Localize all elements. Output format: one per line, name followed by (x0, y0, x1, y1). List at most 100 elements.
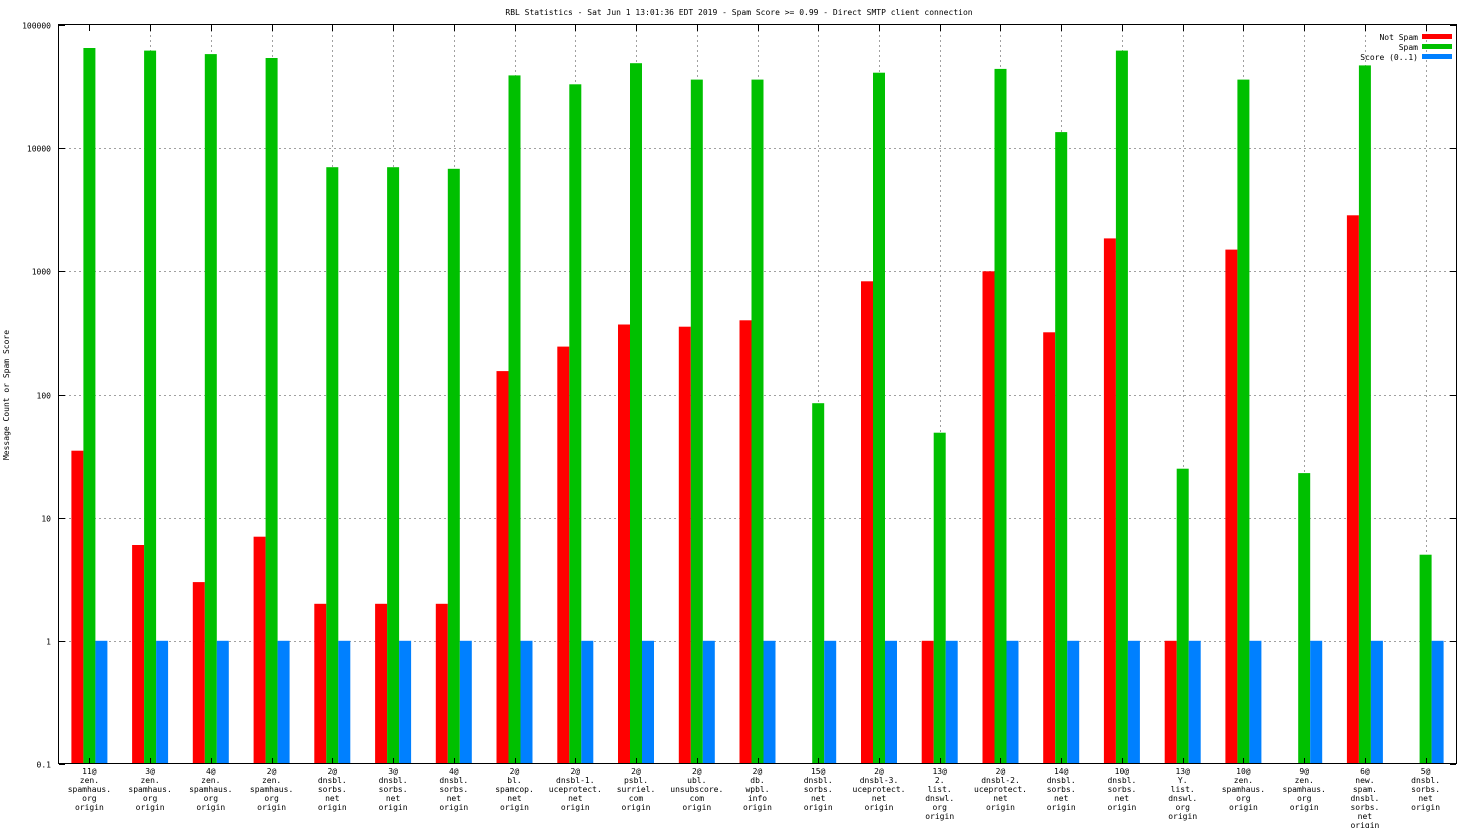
legend-swatch (1422, 54, 1452, 59)
bar-score-0-1 (763, 640, 776, 764)
bar-spam (204, 54, 217, 765)
x-tick-label-line: dnsbl. (1411, 776, 1440, 785)
x-tick-label-line: 10@ (1236, 767, 1251, 776)
bar-not-spam (1225, 249, 1238, 765)
x-tick-label-line: dnsbl. (1047, 776, 1076, 785)
x-tick-label: 11@ zen. spamhaus. org origin (68, 767, 111, 812)
x-tick-label-line: net (325, 794, 340, 803)
bar-spam (447, 168, 460, 765)
chart-title: RBL Statistics - Sat Jun 1 13:01:36 EDT … (505, 8, 972, 17)
bar-spam (508, 75, 521, 764)
x-tick-label-line: zen. (80, 776, 99, 785)
x-tick-label: 2@ dnsbl. sorbs. net origin (318, 767, 347, 812)
x-tick-label-line: spamhaus. (1222, 785, 1265, 794)
x-tick-label: 2@ dnsbl-1. uceprotect. net origin (549, 767, 602, 812)
x-tick-label-line: com (690, 794, 705, 803)
x-tick-label-line: unsubscore. (670, 785, 723, 794)
x-tick-label-line: dnsbl. (804, 776, 833, 785)
x-tick-label-line: 4@ (206, 767, 216, 776)
bar-spam (1419, 554, 1432, 764)
bar-spam (387, 167, 400, 764)
bar-spam (1176, 468, 1189, 764)
bar-spam (83, 48, 96, 764)
x-tick-label-line: ubl. (687, 776, 706, 785)
x-tick-label-line: org (264, 794, 279, 803)
bar-spam (1358, 65, 1371, 764)
x-tick-label-line: 6@ (1360, 767, 1370, 776)
x-tick-label-line: origin (1411, 803, 1440, 812)
x-tick-label: 13@ 2. list. dnswl. org origin (925, 767, 954, 821)
bar-score-0-1 (1188, 640, 1201, 764)
x-tick-label-line: com (629, 794, 644, 803)
bar-spam (326, 167, 339, 764)
bar-spam (812, 403, 825, 764)
bars-layer (71, 48, 1444, 765)
x-tick-label-line: spamcop. (495, 785, 534, 794)
x-tick-label-line: origin (622, 803, 651, 812)
x-tick-label-line: origin (682, 803, 711, 812)
bar-score-0-1 (1431, 640, 1444, 764)
y-tick-label: 0.1 (37, 761, 52, 770)
x-tick-label-line: spam. (1353, 785, 1377, 794)
x-tick-label: 13@ Y. list. dnswl. org origin (1168, 767, 1197, 821)
y-tick-label: 100000 (22, 22, 51, 31)
x-tick-label: 14@ dnsbl. sorbs. net origin (1047, 767, 1076, 812)
x-tick-label-line: 3@ (388, 767, 398, 776)
x-tick-label-line: sorbs. (1107, 785, 1136, 794)
x-tick-label-line: origin (865, 803, 894, 812)
x-tick-label-line: org (1175, 803, 1190, 812)
x-tick-label-line: sorbs. (1350, 803, 1379, 812)
bar-spam (1237, 79, 1250, 765)
x-tick-label-line: origin (257, 803, 286, 812)
x-tick-label-line: org (204, 794, 219, 803)
x-tick-label-line: origin (75, 803, 104, 812)
x-tick-label: 10@ zen. spamhaus. org origin (1222, 767, 1265, 812)
x-tick-label-line: sorbs. (439, 785, 468, 794)
bar-spam (630, 63, 642, 764)
y-tick-label: 1 (46, 638, 51, 647)
x-tick-label-line: dnswl. (1168, 794, 1197, 803)
bar-score-0-1 (1370, 640, 1383, 764)
x-tick-label-line: wpbl. (745, 785, 769, 794)
x-tick-label-line: 2. (935, 776, 945, 785)
x-tick-label-line: Y. (1178, 776, 1188, 785)
x-tick-label-line: 2@ (692, 767, 702, 776)
bar-score-0-1 (885, 640, 897, 764)
x-tick-label-line: origin (1168, 812, 1197, 821)
x-tick-label-line: dnsbl. (1107, 776, 1136, 785)
bar-not-spam (375, 603, 388, 764)
x-tick-label-line: dnsbl-3. (860, 776, 899, 785)
x-tick-label-line: org (932, 803, 947, 812)
x-tick-label-line: 2@ (510, 767, 520, 776)
x-tick-label-line: dnsbl. (439, 776, 468, 785)
x-tick-label-line: 13@ (932, 767, 947, 776)
y-tick-label: 1000 (32, 268, 51, 277)
x-tick-label-line: net (386, 794, 401, 803)
x-tick-label: 9@ zen. spamhaus. org origin (1283, 767, 1326, 812)
x-tick-label-line: org (1236, 794, 1251, 803)
x-tick-label-line: list. (928, 785, 952, 794)
x-tick-label-line: net (507, 794, 522, 803)
x-tick-label-line: sorbs. (1411, 785, 1440, 794)
bar-spam (873, 72, 885, 764)
y-tick-label: 100 (37, 392, 52, 401)
x-tick-label-line: origin (500, 803, 529, 812)
x-tick-label-line: 15@ (811, 767, 826, 776)
x-tick-label-line: zen. (140, 776, 159, 785)
x-tick-label-line: zen. (201, 776, 220, 785)
bar-not-spam (921, 640, 934, 764)
x-tick-label-line: dnsbl-2. (981, 776, 1020, 785)
x-tick-label-line: org (143, 794, 158, 803)
x-tick-label-line: origin (925, 812, 954, 821)
x-tick-label-line: spamhaus. (189, 785, 232, 794)
x-tick-label: 5@ dnsbl. sorbs. net origin (1411, 767, 1440, 812)
legend-swatch (1422, 44, 1452, 49)
x-tick-label-line: origin (1229, 803, 1258, 812)
x-tick-label-line: net (447, 794, 462, 803)
bar-score-0-1 (1067, 640, 1080, 764)
x-tick-label-line: spamhaus. (128, 785, 171, 794)
x-tick-label: 4@ zen. spamhaus. org origin (189, 767, 232, 812)
